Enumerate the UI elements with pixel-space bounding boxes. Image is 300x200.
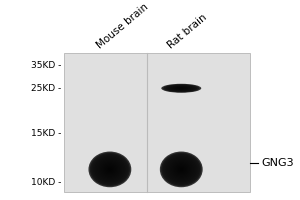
Ellipse shape xyxy=(172,162,190,177)
Ellipse shape xyxy=(98,159,122,179)
Text: GNG3: GNG3 xyxy=(261,158,294,168)
Ellipse shape xyxy=(167,85,195,91)
Ellipse shape xyxy=(94,156,126,183)
Ellipse shape xyxy=(99,160,121,178)
Ellipse shape xyxy=(88,152,131,187)
Ellipse shape xyxy=(177,87,185,89)
Ellipse shape xyxy=(163,84,199,92)
Ellipse shape xyxy=(178,167,184,172)
Ellipse shape xyxy=(171,86,191,90)
Ellipse shape xyxy=(160,152,203,187)
Text: 10KD -: 10KD - xyxy=(31,178,61,187)
Ellipse shape xyxy=(176,165,187,174)
Ellipse shape xyxy=(177,166,185,173)
Ellipse shape xyxy=(167,157,196,182)
Ellipse shape xyxy=(109,168,111,171)
Ellipse shape xyxy=(97,158,123,181)
Ellipse shape xyxy=(107,167,112,172)
Text: 15KD -: 15KD - xyxy=(31,129,61,138)
Ellipse shape xyxy=(169,159,193,179)
Ellipse shape xyxy=(163,154,200,185)
Ellipse shape xyxy=(161,84,201,93)
Ellipse shape xyxy=(164,155,199,184)
Ellipse shape xyxy=(161,153,201,186)
Ellipse shape xyxy=(91,154,129,185)
Ellipse shape xyxy=(171,160,192,178)
Ellipse shape xyxy=(90,153,130,186)
Text: 25KD -: 25KD - xyxy=(31,84,61,93)
Ellipse shape xyxy=(169,86,193,91)
Ellipse shape xyxy=(104,165,115,174)
Ellipse shape xyxy=(175,164,188,175)
Ellipse shape xyxy=(92,155,127,184)
Ellipse shape xyxy=(180,168,183,171)
Ellipse shape xyxy=(179,88,183,89)
Ellipse shape xyxy=(165,156,197,183)
Ellipse shape xyxy=(103,164,117,175)
Ellipse shape xyxy=(173,163,189,176)
Ellipse shape xyxy=(102,163,118,176)
Ellipse shape xyxy=(175,87,187,90)
Ellipse shape xyxy=(95,157,124,182)
Text: Mouse brain: Mouse brain xyxy=(95,2,150,51)
Text: Rat brain: Rat brain xyxy=(166,13,209,51)
Ellipse shape xyxy=(100,162,119,177)
Ellipse shape xyxy=(106,166,114,173)
Ellipse shape xyxy=(165,85,197,92)
Text: 35KD -: 35KD - xyxy=(31,61,61,70)
Ellipse shape xyxy=(173,86,189,90)
FancyBboxPatch shape xyxy=(64,53,250,192)
Ellipse shape xyxy=(168,158,195,181)
